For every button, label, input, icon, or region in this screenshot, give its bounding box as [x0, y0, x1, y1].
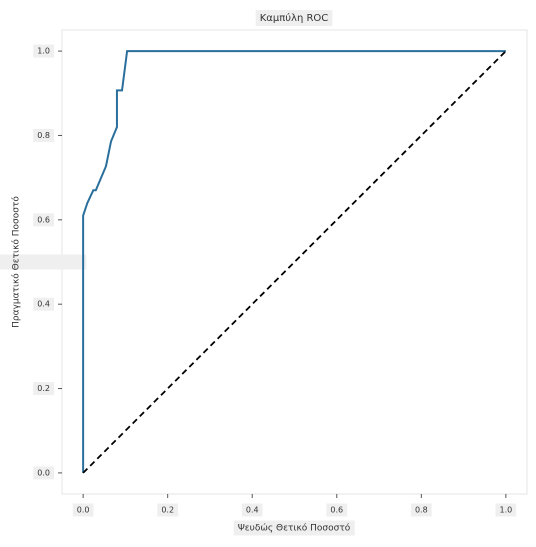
line: [82, 50, 506, 473]
x-axis-label: Ψευδώς Θετικό Ποσοστό: [238, 523, 351, 534]
x-tick-label: 0.4: [246, 506, 259, 515]
label-background: [241, 503, 263, 517]
label-background: [33, 128, 54, 142]
y-tick-label: 0.2: [37, 384, 50, 393]
label-background: [495, 503, 517, 517]
label-background: [33, 382, 54, 396]
label-background: [0, 254, 87, 270]
y-tick-label: 0.4: [37, 300, 50, 309]
y-tick-label: 0.6: [37, 215, 50, 224]
label-background: [157, 503, 179, 517]
label-background: [233, 520, 355, 536]
x-tick-label: 0.8: [415, 506, 428, 515]
x-tick-label: 0.6: [330, 506, 343, 515]
x-tick-label: 1.0: [499, 506, 512, 515]
y-tick-label: 0.0: [37, 468, 50, 477]
y-axis-label: Πραγματικό Θετικό Ποσοστό: [11, 196, 22, 328]
label-background: [410, 503, 432, 517]
y-tick-label: 1.0: [37, 47, 50, 56]
x-tick-label: 0.0: [77, 506, 90, 515]
label-background: [326, 503, 348, 517]
label-background: [33, 213, 54, 227]
y-tick-label: 0.8: [37, 131, 50, 140]
plot-frame: [61, 29, 528, 495]
label-background: [33, 297, 54, 311]
chart-title: Καμπύλη ROC: [260, 12, 329, 24]
label-background: [255, 10, 333, 26]
label-background: [33, 44, 54, 58]
label-background: [72, 503, 94, 517]
label-background: [33, 466, 54, 480]
line: [82, 50, 507, 474]
x-tick-label: 0.2: [161, 506, 174, 515]
